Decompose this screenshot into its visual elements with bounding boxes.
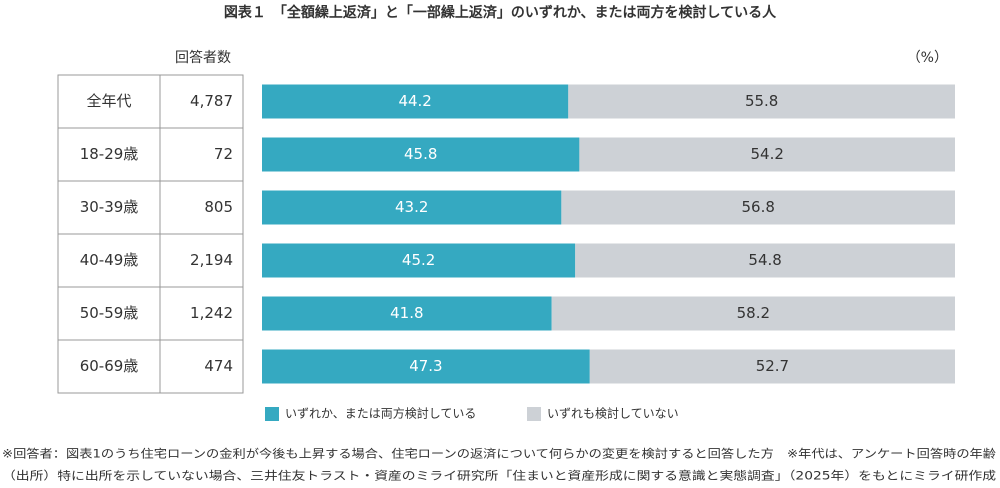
- legend-swatch: [265, 407, 279, 421]
- bar-segment: [568, 84, 955, 119]
- category-label: 40-49歳: [80, 251, 139, 269]
- respondent-count: 805: [204, 198, 233, 216]
- value-label: 44.2: [398, 92, 431, 110]
- legend-label: いずれも検討していない: [547, 406, 679, 421]
- category-label: 18-29歳: [80, 145, 139, 163]
- legend-label: いずれか、または両方検討している: [285, 406, 476, 421]
- value-label: 43.2: [395, 198, 428, 216]
- value-label: 41.8: [390, 304, 423, 322]
- footnote: （出所）特に出所を示していない場合、三井住友トラスト・資産のミライ研究所「住まい…: [2, 469, 997, 483]
- bar-segment: [551, 296, 955, 331]
- bar-segment: [262, 84, 569, 119]
- bar-segment: [589, 349, 955, 384]
- bar-segment: [561, 190, 955, 225]
- value-label: 54.2: [750, 145, 783, 163]
- bar-segment: [575, 243, 955, 278]
- bar-segment: [262, 296, 552, 331]
- value-label: 55.8: [745, 92, 778, 110]
- value-label: 45.8: [404, 145, 437, 163]
- value-label: 54.8: [748, 251, 781, 269]
- respondent-count: 474: [204, 357, 233, 375]
- footnote: ※回答者：図表1のうち住宅ローンの金利が今後も上昇する場合、住宅ローンの返済につ…: [2, 447, 997, 461]
- category-label: 60-69歳: [80, 357, 139, 375]
- category-label: 全年代: [86, 92, 131, 110]
- respondent-count: 4,787: [190, 92, 233, 110]
- value-label: 45.2: [402, 251, 435, 269]
- value-label: 58.2: [737, 304, 770, 322]
- chart-title: 図表１ 「全額繰上返済」と「一部繰上返済」のいずれか、または両方を検討している人: [224, 4, 777, 21]
- respondent-count: 72: [214, 145, 233, 163]
- category-label: 30-39歳: [80, 198, 139, 216]
- value-label: 52.7: [756, 357, 789, 375]
- respondent-count: 2,194: [190, 251, 233, 269]
- value-label: 47.3: [409, 357, 442, 375]
- legend-swatch: [527, 407, 541, 421]
- table-header: 回答者数: [175, 49, 231, 66]
- respondent-count: 1,242: [190, 304, 233, 322]
- value-label: 56.8: [741, 198, 774, 216]
- bar-segment: [262, 137, 580, 172]
- bar-segment: [262, 243, 576, 278]
- category-label: 50-59歳: [80, 304, 139, 322]
- bar-segment: [262, 349, 590, 384]
- bar-segment: [262, 190, 562, 225]
- bar-segment: [579, 137, 955, 172]
- unit-label: （%）: [907, 50, 948, 66]
